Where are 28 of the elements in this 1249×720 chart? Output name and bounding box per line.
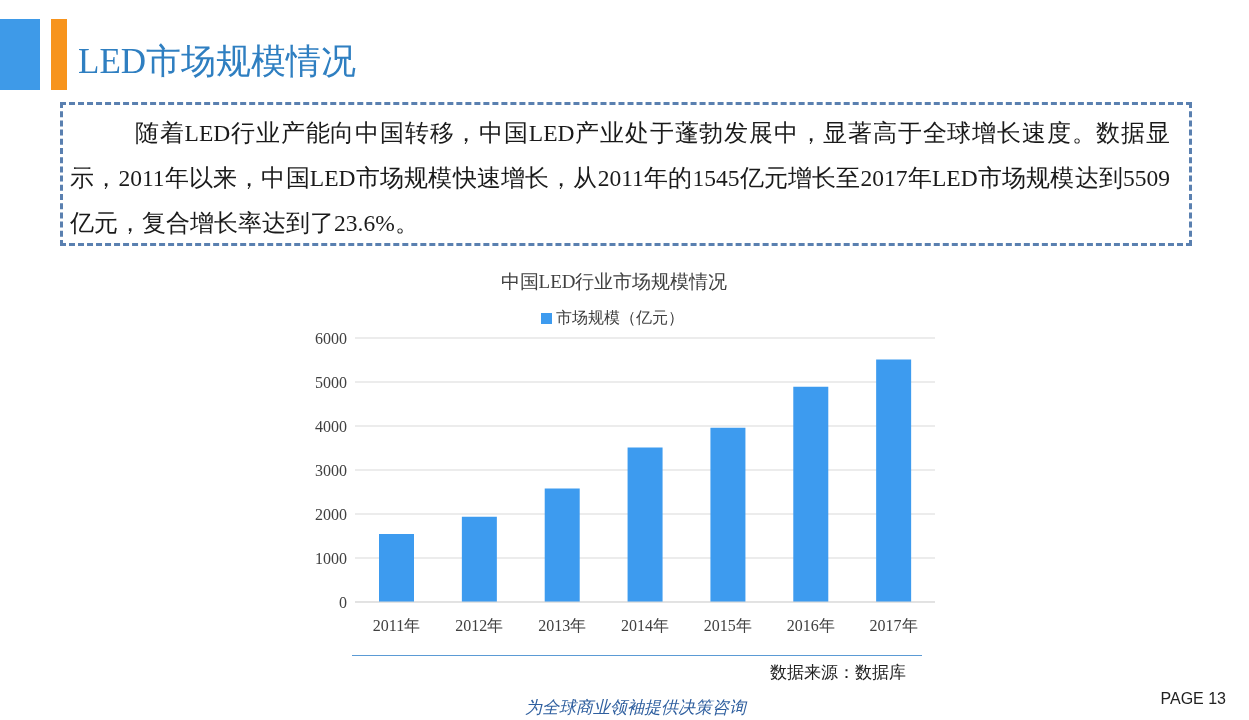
bar [710,427,746,602]
y-tick-label: 1000 [315,549,347,567]
x-tick-label: 2011年 [372,617,421,635]
y-tick-label: 6000 [315,329,347,347]
y-tick-label: 0 [339,593,347,611]
x-tick-label: 2015年 [703,617,752,635]
text: 随着LED行业产能向中国转移，中国LED产业处于蓬勃发展中，显著高于全球增长速度。数据显示，2011年以来，中国LED市场规模快速增长，从2011年的1545亿元增长至2017年LED市场规模达到5509亿元，复合增长率达到了23.6%。 [70,119,1170,238]
y-tick-label: 3000 [315,461,347,479]
x-tick-label: 2012年 [455,617,504,635]
chart-title: 中国LED行业市场规模情况 [499,270,729,294]
y-tick-label: 2000 [315,505,347,523]
legend-label: 市场规模（亿元） [555,309,684,326]
bar [627,447,663,602]
bar [544,488,580,602]
bar [876,359,912,602]
y-tick-label: 4000 [315,417,347,435]
x-tick-label: 2013年 [538,617,587,635]
x-tick-label: 2016年 [786,617,835,635]
y-tick-label: 5000 [315,373,347,391]
text: PAGE 13 [1159,689,1226,709]
bar [461,516,497,602]
bar [793,386,829,602]
source-note: 数据来源：数据库 [769,662,906,684]
x-tick-label: 2014年 [621,617,669,635]
text: 为全球商业领袖提供决策咨询 [523,697,748,719]
text: LED市场规模情况 [78,41,358,83]
bar [379,534,414,602]
x-tick-label: 2017年 [869,617,918,635]
